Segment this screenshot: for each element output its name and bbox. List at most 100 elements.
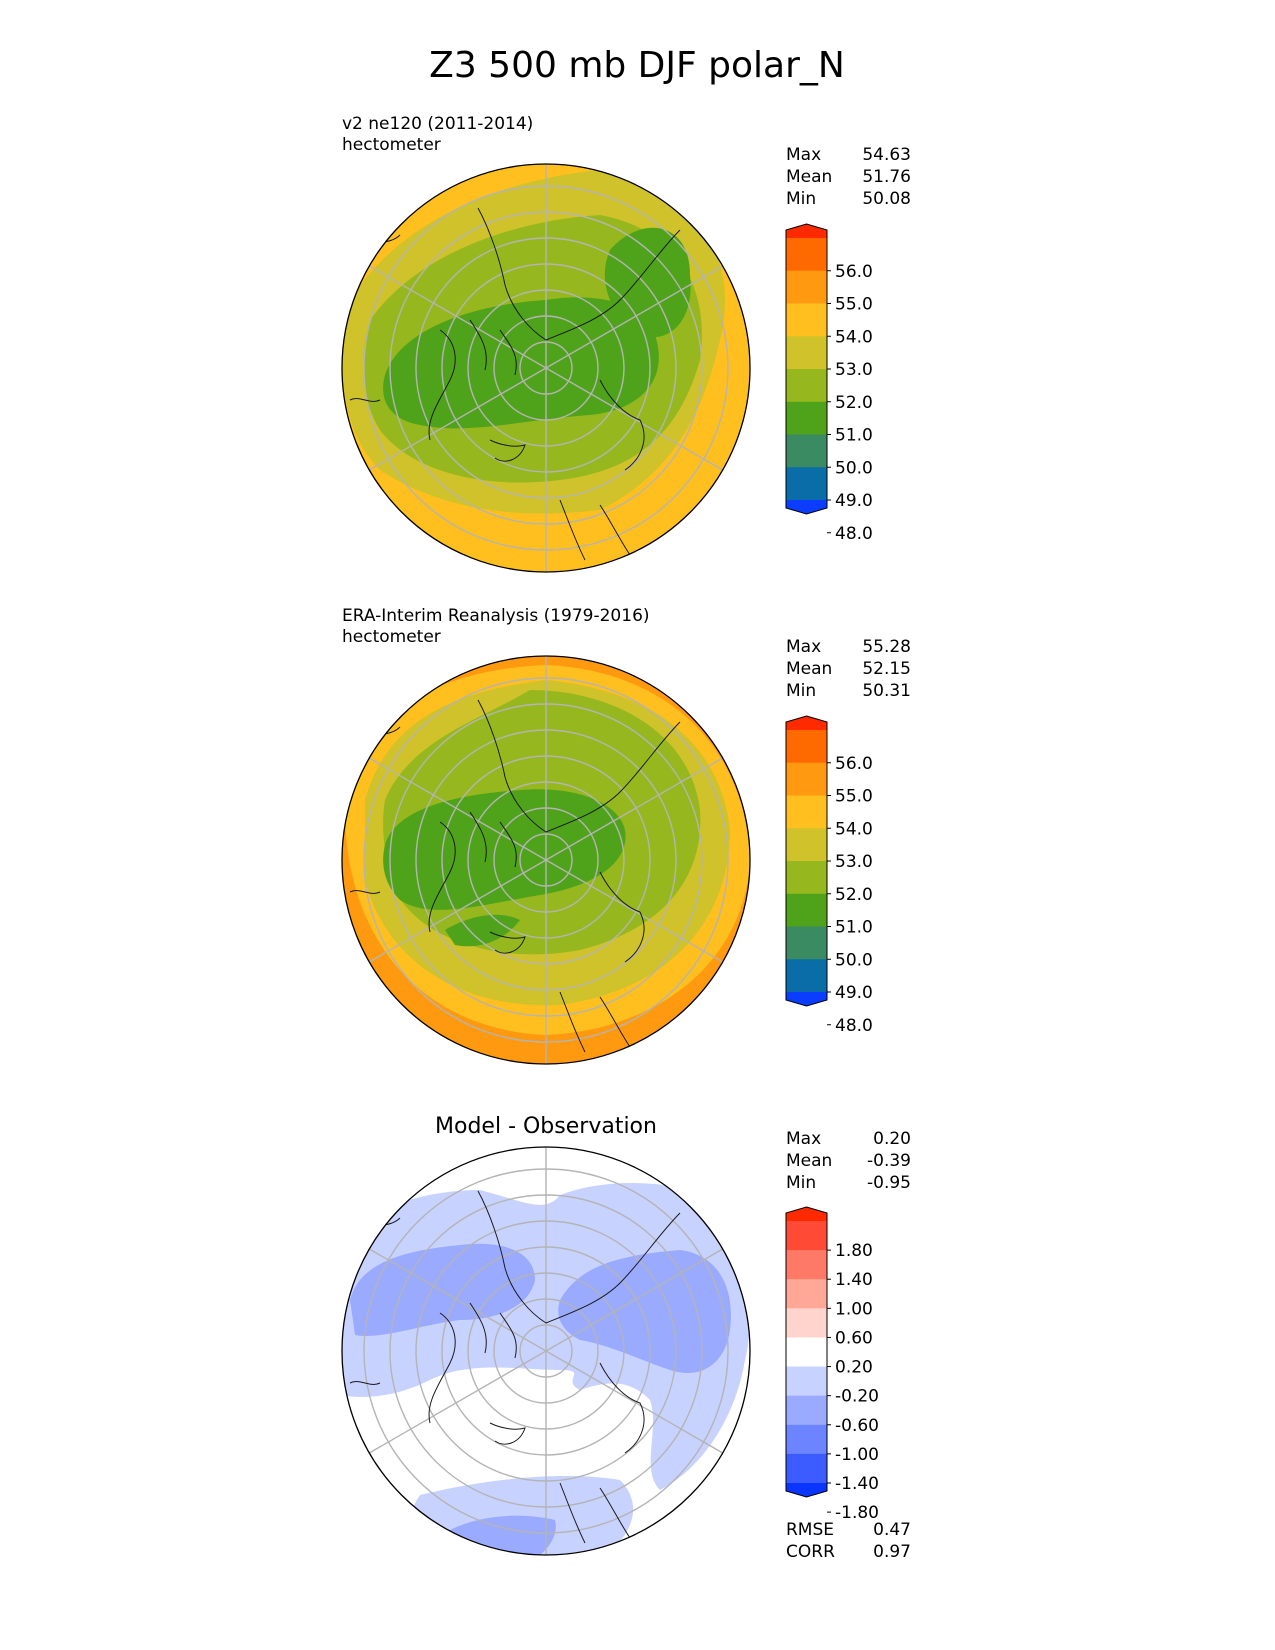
- colorbar-segment: [786, 369, 827, 403]
- colorbar-extend-top: [786, 1207, 827, 1221]
- map-boundary-difference: [341, 1146, 751, 1556]
- stat-label-max: Max: [786, 145, 821, 165]
- stat-label-corr: CORR: [786, 1542, 835, 1562]
- stat-value-max: 55.28: [862, 637, 911, 657]
- colorbar-tick-label: 53.0: [835, 852, 873, 872]
- stat-value-rmse: 0.47: [873, 1520, 911, 1540]
- colorbar-extend-bottom: [786, 992, 827, 1006]
- colorbar-tick-label: 55.0: [835, 787, 873, 807]
- map-coastlines-model: [349, 207, 681, 561]
- stats-model: Max 54.63 Mean 51.76 Min 50.08: [786, 145, 911, 209]
- map-field-difference: [342, 1147, 750, 1555]
- colorbar-tick-label: -0.20: [835, 1387, 879, 1407]
- colorbar-segment: [786, 1221, 827, 1251]
- stats-observation: Max 55.28 Mean 52.15 Min 50.31: [786, 637, 911, 701]
- stat-value-min: 50.08: [862, 189, 911, 209]
- colorbar-tick-label: 56.0: [835, 262, 873, 282]
- colorbar-segment: [786, 1337, 827, 1368]
- colorbar-difference: 1.80 1.40 1.00 0.60 0.20 -0.20 -0.60 -1.00 -1.40…: [785, 1206, 879, 1523]
- colorbar-tick-label: -0.60: [835, 1416, 879, 1436]
- colorbar-tick-label: 55.0: [835, 295, 873, 315]
- stat-label-mean: Mean: [786, 167, 832, 187]
- footer-stats-difference: RMSE 0.47 CORR 0.97: [786, 1520, 911, 1562]
- colorbar-tick-label: 48.0: [835, 1016, 873, 1036]
- stat-value-corr: 0.97: [873, 1542, 911, 1562]
- colorbar-tick-label: 1.80: [835, 1241, 873, 1261]
- colorbar-tick-label: 54.0: [835, 327, 873, 347]
- colorbar-segment: [786, 1308, 827, 1338]
- panel-model: v2 ne120 (2011-2014) hectometer: [341, 114, 911, 573]
- stat-value-mean: -0.39: [867, 1151, 911, 1171]
- colorbar-tick-label: 50.0: [835, 458, 873, 478]
- map-field-model: [342, 164, 750, 572]
- colorbar-outline: [785, 1206, 828, 1498]
- colorbar-tick-label: 1.40: [835, 1270, 873, 1290]
- colorbar-segment: [786, 795, 827, 829]
- colorbar-tick-label: 49.0: [835, 983, 873, 1003]
- colorbar-extend-top: [786, 224, 827, 238]
- colorbar-segment: [786, 336, 827, 370]
- colorbar-tick-label: 51.0: [835, 918, 873, 938]
- stat-label-mean: Mean: [786, 659, 832, 679]
- colorbar-tick-label: 0.60: [835, 1328, 873, 1348]
- panel-observation: ERA-Interim Reanalysis (1979-2016) hecto…: [341, 606, 911, 1065]
- colorbar-extend-bottom: [786, 1483, 827, 1497]
- stat-value-mean: 51.76: [862, 167, 911, 187]
- panel-difference: Model - Observation: [341, 1114, 911, 1562]
- stat-value-max: 54.63: [862, 145, 911, 165]
- map-boundary-model: [341, 163, 751, 573]
- stat-label-min: Min: [786, 1173, 816, 1193]
- map-coastlines-difference: [349, 1190, 681, 1544]
- colorbar-tick-label: 49.0: [835, 491, 873, 511]
- colorbar-segment: [786, 730, 827, 764]
- colorbar-segment: [786, 1250, 827, 1280]
- stat-label-min: Min: [786, 681, 816, 701]
- colorbar-model: 56.0 55.0 54.0 53.0 52.0 51.0 50.0 49.0 48.0: [785, 223, 873, 544]
- map-graticule-difference: [363, 1147, 729, 1555]
- colorbar-segment: [786, 926, 827, 960]
- colorbar-outline: [785, 223, 828, 515]
- colorbar-extend-top: [786, 716, 827, 730]
- colorbar-tick-label: 48.0: [835, 524, 873, 544]
- colorbar-segment: [786, 434, 827, 468]
- map-boundary-observation: [341, 655, 751, 1065]
- colorbar-tick-label: 52.0: [835, 885, 873, 905]
- colorbar-outline: [785, 715, 828, 1007]
- figure-title: Z3 500 mb DJF polar_N: [429, 45, 845, 86]
- colorbar-segment: [786, 828, 827, 862]
- colorbar-segment: [786, 303, 827, 337]
- map-graticule-observation: [363, 656, 729, 1064]
- stat-label-max: Max: [786, 1129, 821, 1149]
- colorbar-segment: [786, 238, 827, 272]
- stat-value-mean: 52.15: [862, 659, 911, 679]
- colorbar-tick-label: -1.00: [835, 1445, 879, 1465]
- stat-label-mean: Mean: [786, 1151, 832, 1171]
- stat-label-rmse: RMSE: [786, 1520, 834, 1540]
- colorbar-segment: [786, 893, 827, 927]
- colorbar-observation: 56.0 55.0 54.0 53.0 52.0 51.0 50.0 49.0 48.0: [785, 715, 873, 1036]
- map-graticule-model: [363, 164, 729, 572]
- panel-units-model: hectometer: [342, 135, 441, 155]
- panel-title-model: v2 ne120 (2011-2014): [342, 114, 533, 134]
- colorbar-tick-label: -1.40: [835, 1474, 879, 1494]
- stat-value-max: 0.20: [873, 1129, 911, 1149]
- colorbar-segment: [786, 401, 827, 435]
- colorbar-tick-label: 1.00: [835, 1299, 873, 1319]
- colorbar-segment: [786, 762, 827, 796]
- stats-difference: Max 0.20 Mean -0.39 Min -0.95: [786, 1129, 911, 1193]
- panel-units-observation: hectometer: [342, 627, 441, 647]
- colorbar-tick-label: 53.0: [835, 360, 873, 380]
- colorbar-tick-label: 54.0: [835, 819, 873, 839]
- stat-value-min: 50.31: [862, 681, 911, 701]
- panel-title-observation: ERA-Interim Reanalysis (1979-2016): [342, 606, 650, 626]
- colorbar-segment: [786, 467, 827, 501]
- panel-title-difference: Model - Observation: [435, 1114, 657, 1139]
- stat-label-min: Min: [786, 189, 816, 209]
- colorbar-tick-label: 51.0: [835, 426, 873, 446]
- colorbar-tick-label: 50.0: [835, 950, 873, 970]
- colorbar-tick-label: 56.0: [835, 754, 873, 774]
- colorbar-tick-label: 52.0: [835, 393, 873, 413]
- colorbar-segment: [786, 1395, 827, 1426]
- colorbar-tick-label: -1.80: [835, 1503, 879, 1523]
